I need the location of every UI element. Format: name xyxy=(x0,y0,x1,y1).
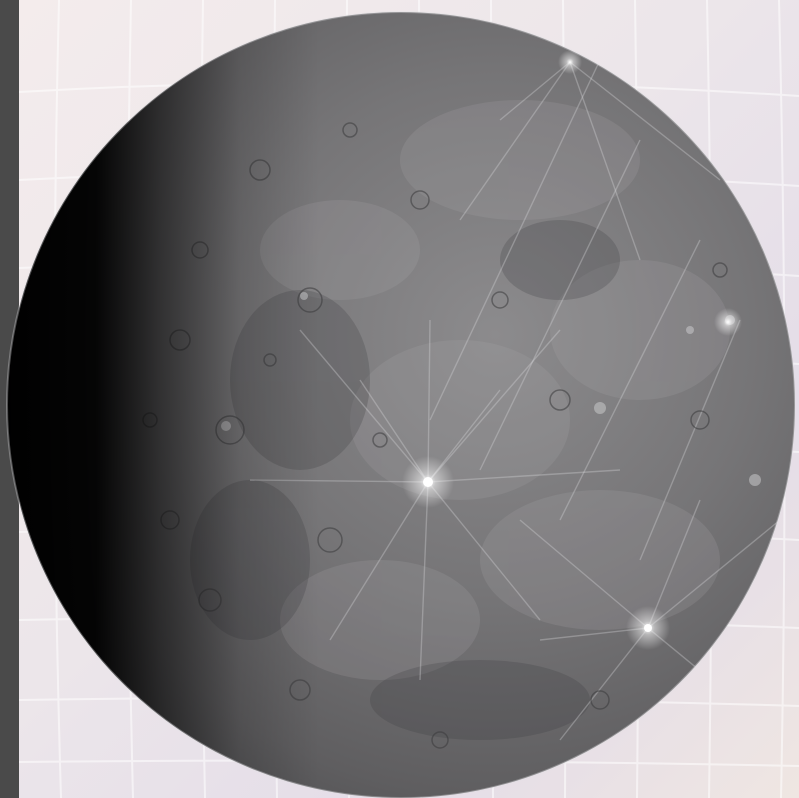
planet xyxy=(6,11,796,798)
image-canvas xyxy=(0,0,799,798)
